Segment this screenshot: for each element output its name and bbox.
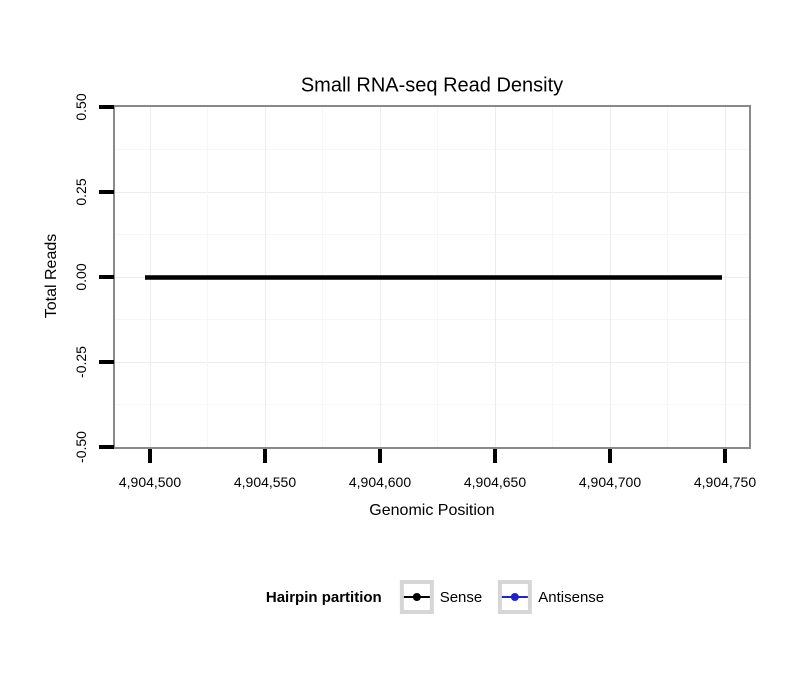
x-axis-title: Genomic Position: [369, 502, 495, 519]
y-axis-tick: [99, 360, 114, 364]
y-axis-tick: [99, 275, 114, 279]
x-tick-label: 4,904,750: [693, 474, 757, 490]
plot-panel: [113, 105, 751, 449]
legend-title: Hairpin partition: [265, 588, 382, 606]
y-axis-tick: [99, 190, 114, 194]
antisense-legend-key-icon: [498, 580, 533, 614]
y-tick-label: -0.25: [73, 346, 89, 378]
y-tick-label: -0.50: [73, 431, 89, 463]
sense-legend-key-icon: [399, 580, 434, 614]
y-tick-label: 0.00: [73, 263, 89, 291]
x-axis-tick: [263, 449, 267, 463]
gridline-minor-h: [115, 319, 749, 320]
x-axis-tick: [148, 449, 152, 463]
antisense-point-glyph-icon: [511, 593, 520, 601]
x-axis-tick: [493, 449, 497, 463]
chart-title: Small RNA-seq Read Density: [300, 74, 564, 97]
gridline-minor-h: [115, 404, 749, 405]
legend-label-sense: Sense: [439, 588, 483, 606]
y-axis-tick: [99, 445, 114, 449]
x-tick-label: 4,904,500: [118, 474, 182, 490]
x-axis-tick: [723, 449, 727, 463]
legend: Hairpin partition Sense Antisense: [266, 580, 604, 614]
gridline-major-h: [115, 362, 749, 363]
y-axis-title: Total Reads: [43, 233, 60, 319]
gridline-major-v: [725, 107, 726, 447]
gridline-minor-h: [115, 234, 749, 235]
sense-point-glyph-icon: [412, 593, 421, 601]
y-axis-tick: [99, 105, 114, 109]
sense-series-line: [145, 276, 722, 279]
y-tick-label: 0.50: [73, 93, 89, 121]
x-axis-tick: [608, 449, 612, 463]
x-tick-label: 4,904,650: [463, 474, 527, 490]
antisense-series-line: [145, 275, 722, 280]
gridline-major-h: [115, 192, 749, 193]
gridline-minor-h: [115, 149, 749, 150]
x-tick-label: 4,904,550: [233, 474, 297, 490]
y-tick-label: 0.25: [73, 178, 89, 206]
x-tick-label: 4,904,700: [578, 474, 642, 490]
legend-label-antisense: Antisense: [538, 588, 605, 606]
x-axis-tick: [378, 449, 382, 463]
x-tick-label: 4,904,600: [348, 474, 412, 490]
